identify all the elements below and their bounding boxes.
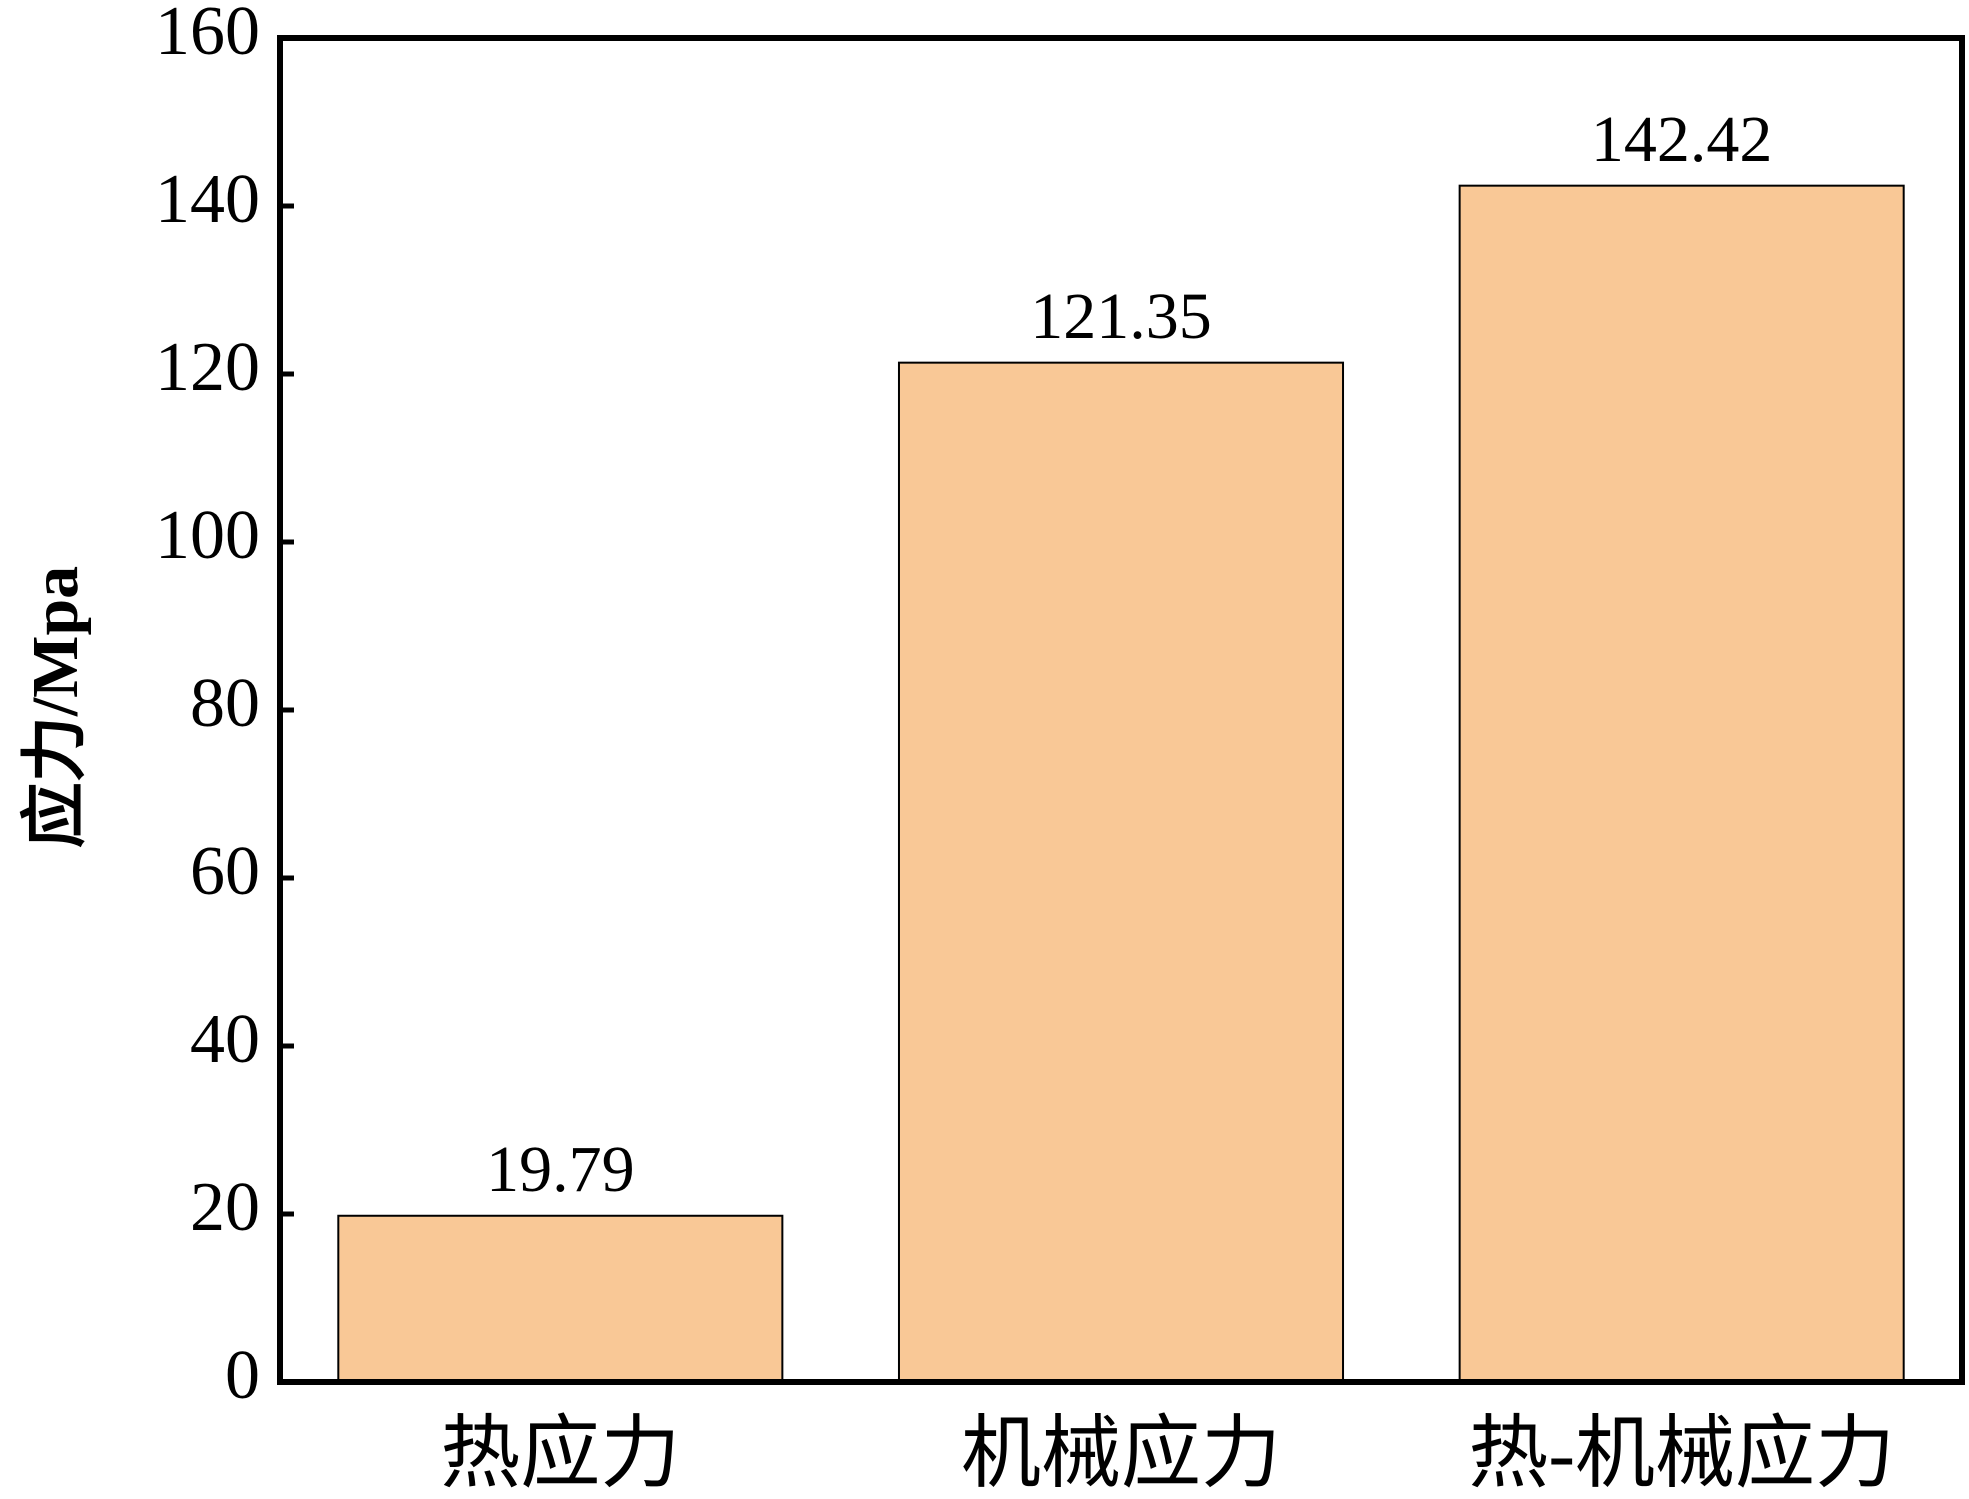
bar xyxy=(897,361,1345,1384)
bar xyxy=(1458,184,1905,1383)
x-tick-label: 热应力 xyxy=(440,1410,680,1498)
y-tick-label: 140 xyxy=(155,161,260,238)
y-tick-label: 40 xyxy=(190,1001,260,1078)
y-tick-label: 160 xyxy=(155,0,260,70)
y-tick-label: 100 xyxy=(155,497,260,574)
y-tick-label: 80 xyxy=(190,665,260,742)
value-label: 121.35 xyxy=(1030,280,1212,353)
value-label: 142.42 xyxy=(1591,103,1773,176)
y-tick-label: 20 xyxy=(190,1169,260,1246)
y-tick-label: 120 xyxy=(155,329,260,406)
plot-frame xyxy=(277,35,1965,1385)
y-axis-label: 应力/Mpa xyxy=(19,566,92,848)
x-tick-label: 热-机械应力 xyxy=(1468,1410,1895,1498)
value-label: 19.79 xyxy=(486,1133,635,1206)
y-tick-label: 0 xyxy=(225,1337,260,1414)
y-tick-label: 60 xyxy=(190,833,260,910)
x-tick-label: 机械应力 xyxy=(961,1410,1281,1498)
bar xyxy=(337,1214,784,1384)
